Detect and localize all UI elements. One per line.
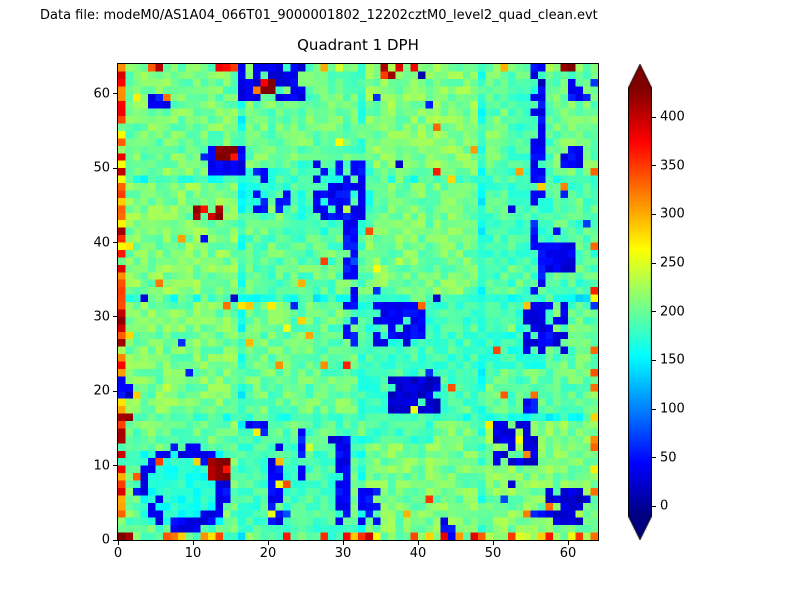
y-tick-mark — [113, 242, 117, 243]
x-tick-label: 30 — [334, 546, 352, 561]
x-tick-mark — [567, 541, 569, 545]
colorbar-tick-mark — [652, 116, 656, 118]
colorbar-tick-label: 150 — [660, 352, 685, 368]
colorbar-tick-label: 100 — [660, 401, 685, 417]
y-tick-mark — [113, 539, 117, 541]
x-tick-mark — [267, 541, 269, 545]
y-tick-mark — [113, 93, 117, 95]
colorbar-tick-label: 350 — [660, 158, 685, 174]
colorbar-tick-label: 0 — [660, 498, 669, 514]
y-tick-mark — [113, 465, 117, 467]
x-tick-mark — [342, 541, 344, 545]
y-tick-mark — [113, 167, 117, 169]
colorbar-tick-mark — [652, 311, 656, 313]
y-tick-label: 0 — [101, 532, 110, 548]
colorbar-tick-mark — [652, 213, 656, 215]
x-tick-label: 20 — [259, 546, 277, 561]
y-tick-label: 60 — [93, 86, 110, 102]
x-tick-mark — [117, 541, 119, 545]
x-tick-label: 40 — [409, 546, 427, 561]
x-tick-label: 0 — [113, 546, 123, 561]
colorbar-tick-mark — [652, 359, 656, 361]
x-tick-label: 10 — [184, 546, 202, 561]
y-tick-label: 40 — [93, 235, 110, 250]
colorbar-tick-label: 300 — [660, 206, 685, 222]
colorbar-tick-mark — [652, 165, 656, 167]
y-tick-mark — [113, 316, 117, 318]
y-tick-label: 50 — [93, 160, 110, 176]
data-file-label: Data file: modeM0/AS1A04_066T01_90000018… — [40, 8, 598, 23]
x-tick-label: 50 — [484, 546, 502, 561]
x-tick-label: 60 — [559, 546, 577, 561]
y-tick-label: 20 — [93, 383, 110, 399]
y-tick-label: 30 — [93, 309, 110, 325]
colorbar-tick-mark — [652, 262, 656, 264]
x-tick-mark — [417, 541, 419, 545]
y-tick-label: 10 — [93, 458, 110, 474]
colorbar — [628, 64, 652, 540]
colorbar-tick-mark — [652, 457, 656, 459]
x-tick-mark — [192, 541, 194, 545]
x-tick-mark — [492, 541, 494, 545]
colorbar-tick-label: 50 — [660, 450, 677, 466]
colorbar-tick-label: 400 — [660, 109, 685, 125]
heatmap-canvas — [118, 64, 598, 540]
colorbar-tick-label: 250 — [660, 255, 685, 271]
colorbar-tick-label: 200 — [660, 304, 685, 320]
colorbar-tick-mark — [652, 505, 656, 507]
plot-border — [117, 63, 599, 541]
plot-title: Quadrant 1 DPH — [297, 36, 419, 54]
y-tick-mark — [113, 390, 117, 392]
colorbar-tick-mark — [652, 408, 656, 410]
